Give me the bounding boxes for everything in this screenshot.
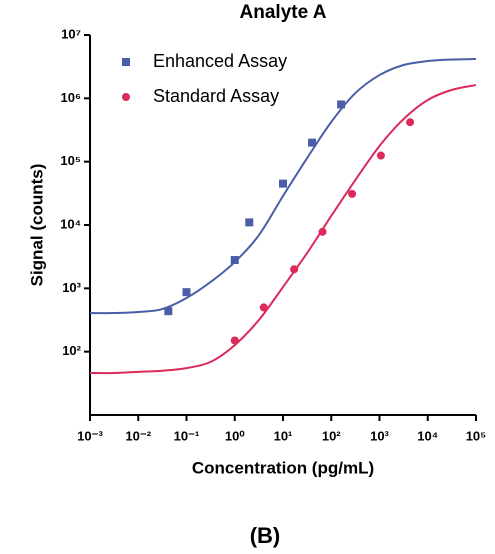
x-tick-label: 10⁻³ (77, 428, 103, 443)
fit-curve (89, 84, 477, 375)
x-tick-label: 10⁰ (225, 428, 245, 443)
y-tick-label: 10⁵ (60, 153, 81, 168)
data-point (308, 138, 317, 147)
y-tick-label: 10² (62, 343, 81, 358)
y-tick-label: 10⁷ (61, 26, 81, 41)
data-point (245, 218, 254, 227)
legend-marker (122, 93, 130, 101)
data-point (348, 189, 357, 198)
data-point (259, 303, 268, 312)
y-tick-label: 10⁴ (60, 216, 81, 231)
chart-title: Analyte A (240, 2, 327, 23)
x-tick-label: 10⁻¹ (174, 428, 200, 443)
data-point (318, 227, 327, 236)
data-point (337, 100, 346, 109)
legend-marker (122, 58, 130, 66)
legend-label: Standard Assay (153, 86, 279, 106)
data-point (182, 288, 191, 297)
data-point (279, 179, 287, 188)
x-tick-label: 10⁻² (125, 428, 151, 443)
y-tick-label: 10³ (62, 280, 81, 295)
x-axis-title: Concentration (pg/mL) (192, 458, 374, 477)
data-point (290, 265, 299, 274)
y-tick-label: 10⁶ (61, 90, 81, 105)
x-tick-label: 10⁴ (417, 428, 438, 443)
data-point (406, 118, 415, 127)
data-point (376, 151, 385, 160)
x-tick-label: 10² (322, 428, 341, 443)
data-point (164, 307, 173, 316)
x-tick-label: 10³ (370, 428, 389, 443)
data-point (230, 336, 239, 345)
legend-label: Enhanced Assay (153, 51, 287, 71)
y-axis-title: Signal (counts) (27, 164, 46, 287)
x-tick-label: 10¹ (274, 428, 293, 443)
data-point (230, 256, 239, 265)
caption: (B) (250, 523, 281, 548)
x-tick-label: 10⁵ (466, 428, 487, 443)
fit-curve (89, 57, 477, 315)
